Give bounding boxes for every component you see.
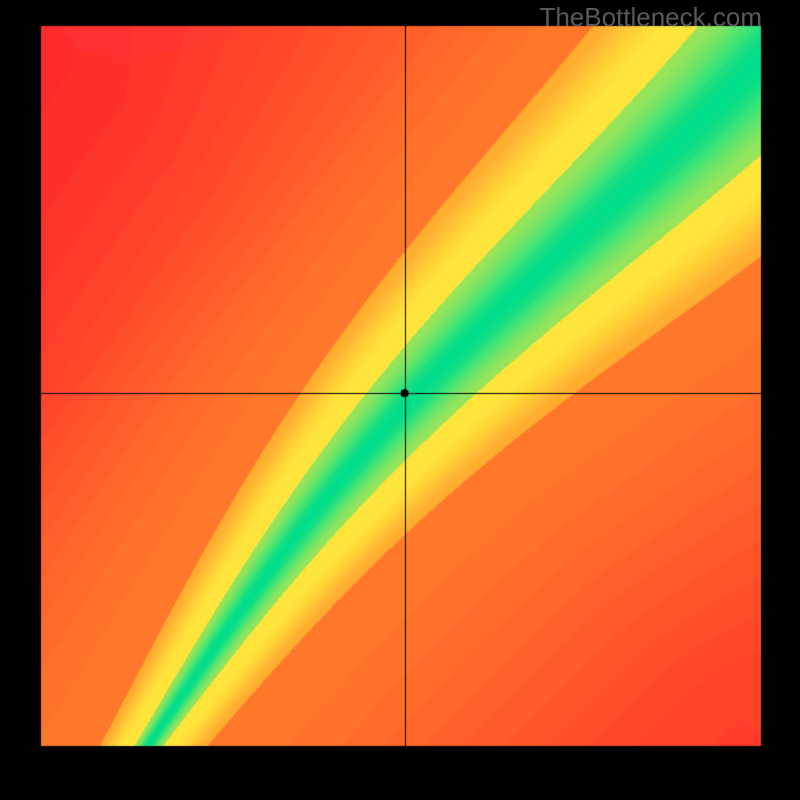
bottleneck-heatmap: [0, 0, 800, 800]
watermark-text: TheBottleneck.com: [539, 2, 762, 33]
